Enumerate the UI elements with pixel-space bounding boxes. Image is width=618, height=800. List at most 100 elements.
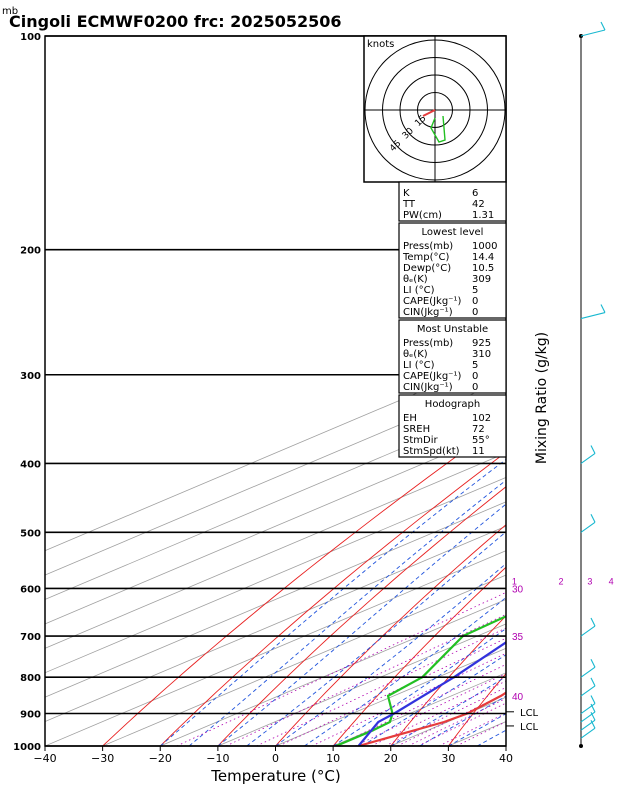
- wind-barb-shaft: [580, 711, 596, 723]
- pressure-tick-label: 600: [20, 584, 41, 595]
- x-tick-label: −30: [91, 752, 114, 765]
- storm-motion-vector: [422, 109, 436, 117]
- mixing-ratio-label: 3: [587, 576, 592, 586]
- wind-barb: [580, 21, 606, 37]
- table-row-label: Press(mb): [403, 338, 453, 349]
- x-tick-label: −40: [33, 752, 56, 765]
- table-row-value: 0: [472, 371, 478, 382]
- isotherm-line: [45, 452, 506, 649]
- table-row-value: 310: [472, 349, 491, 360]
- hodograph-trace: [430, 115, 446, 143]
- table-row-label: StmSpd(kt): [403, 446, 460, 457]
- pressure-tick-label: 200: [20, 246, 41, 257]
- table-row-value: 14.4: [472, 252, 494, 263]
- moist-adiabat-line: [390, 676, 506, 746]
- table-row-value: 6: [472, 188, 478, 199]
- table-row-value: 1.31: [472, 210, 494, 221]
- table-row-value: 5: [472, 360, 478, 371]
- moist-adiabat-line: [361, 654, 506, 746]
- table-row-label: CAPE(Jkg⁻¹): [403, 371, 461, 382]
- wind-barb: [580, 677, 596, 697]
- theta-e-label: 40: [512, 692, 524, 703]
- isotherm-line: [160, 599, 506, 746]
- mixing-ratio-line: [311, 652, 506, 746]
- isotherm-line: [217, 623, 506, 746]
- mixing-ratio-label: 4: [609, 576, 614, 586]
- mixing-ratio-label: 2: [559, 576, 564, 586]
- x-tick-label: 30: [441, 752, 455, 765]
- moist-adiabat-line: [505, 745, 506, 746]
- wind-barb: [580, 695, 596, 714]
- wind-barb: [580, 703, 596, 723]
- wind-barb-shaft: [580, 312, 606, 320]
- table-row-value: 11: [472, 446, 485, 457]
- table-row-value: 72: [472, 424, 485, 435]
- x-tick-label: 10: [326, 752, 340, 765]
- plot-lines: [45, 36, 618, 746]
- isotherm-line: [45, 428, 506, 625]
- table-row-label: K: [403, 188, 410, 199]
- table-row-value: 0: [472, 382, 478, 393]
- mixing-ratio-axis-label: Mixing Ratio (g/kg): [534, 332, 550, 464]
- wind-barb: [580, 711, 596, 731]
- wind-barb: [580, 445, 596, 464]
- dry-adiabat-line: [564, 36, 618, 746]
- x-axis-label: Temperature (°C): [210, 767, 340, 785]
- isotherm-line: [45, 550, 506, 746]
- mixing-ratio-line: [278, 637, 506, 746]
- parcel-profile-line: [357, 641, 506, 746]
- theta-e-label: 30: [512, 584, 524, 595]
- table-row-value: 10.5: [472, 263, 494, 274]
- table-section-heading: Most Unstable: [417, 324, 488, 335]
- wind-barb-flag: [590, 677, 596, 687]
- wind-barb-flag: [590, 719, 596, 729]
- pressure-tick-label: 1000: [13, 742, 41, 753]
- table-row-label: Temp(°C): [402, 252, 450, 263]
- dry-adiabat-line: [102, 420, 506, 746]
- mixing-ratio-line: [397, 692, 506, 746]
- table-row-label: CIN(Jkg⁻¹): [403, 307, 453, 318]
- table-row-label: LI (°C): [403, 360, 435, 371]
- dry-adiabat-line: [390, 615, 506, 746]
- table-row-value: 55°: [472, 435, 490, 446]
- wind-barb: [580, 617, 596, 637]
- table-section: [398, 394, 507, 458]
- wind-barb-flag: [590, 617, 596, 627]
- table-section: [398, 222, 507, 319]
- wind-barb-shaft: [580, 719, 596, 731]
- dry-adiabat-line: [159, 451, 506, 746]
- moist-adiabat-line: [246, 531, 506, 746]
- mixing-ratio-line: [225, 613, 506, 746]
- table-row-label: PW(cm): [403, 210, 442, 221]
- pressure-tick-label: 500: [20, 528, 41, 539]
- x-tick-label: 0: [272, 752, 279, 765]
- table-section-heading: Lowest level: [422, 227, 484, 238]
- dry-adiabat-line: [448, 672, 506, 746]
- table-row-label: Dewp(°C): [403, 263, 451, 274]
- x-tick-label: 20: [384, 752, 398, 765]
- wind-barb-shaft: [580, 727, 596, 739]
- pressure-tick-label: 800: [20, 673, 41, 684]
- wind-barb-flag: [600, 304, 606, 313]
- lcl-label: LCL: [520, 722, 539, 733]
- wind-barb: [580, 658, 596, 678]
- x-tick-label: 40: [499, 752, 513, 765]
- isotherm-line: [45, 403, 506, 600]
- wind-barb-shaft: [580, 453, 596, 464]
- wind-barb-flag: [590, 445, 596, 454]
- moist-adiabat-line: [217, 503, 506, 746]
- table-row-value: 309: [472, 274, 491, 285]
- x-tick-label: −10: [206, 752, 229, 765]
- hodograph-unit-label: knots: [367, 39, 394, 50]
- theta-e-label: 35: [512, 632, 524, 643]
- isotherm-line: [45, 525, 506, 723]
- wind-barb-flag: [590, 711, 596, 721]
- wind-barb-profile: [579, 21, 606, 748]
- wind-barb-shaft: [580, 666, 596, 678]
- isotherm-line: [102, 574, 506, 746]
- table-row-label: StmDir: [403, 435, 438, 446]
- wind-barb-flag: [590, 514, 596, 523]
- dry-adiabat-line: [217, 486, 506, 746]
- wind-barb-flag: [600, 21, 606, 31]
